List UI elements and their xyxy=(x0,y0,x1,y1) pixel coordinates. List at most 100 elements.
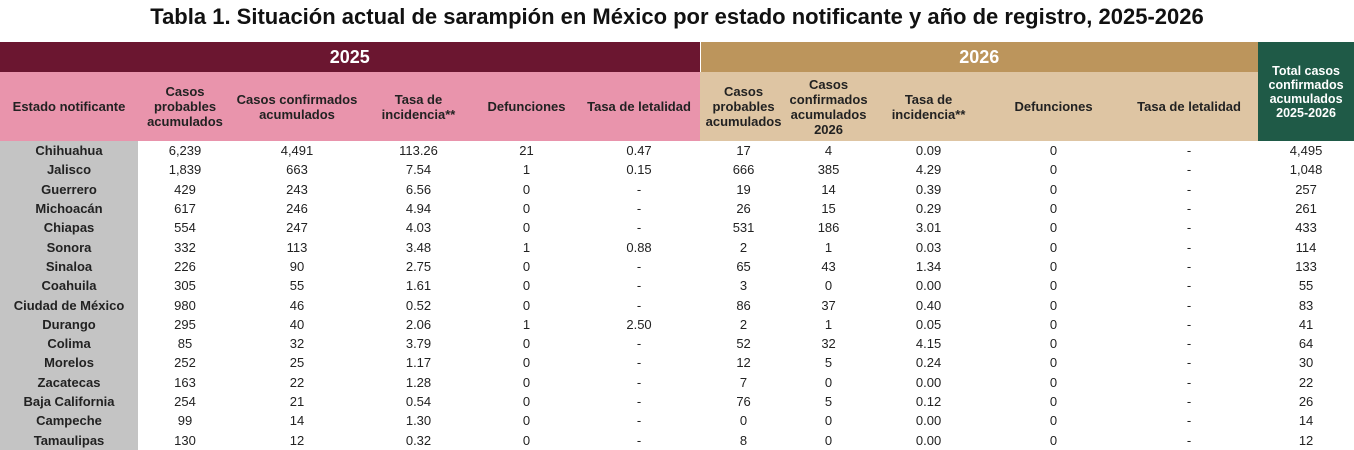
col-header-2025-letalidad: Tasa de letalidad xyxy=(578,72,701,141)
table-cell: - xyxy=(1186,201,1192,217)
table-cell: 4 xyxy=(824,143,833,159)
table-cell: 0.00 xyxy=(915,374,942,390)
table-cell: 0 xyxy=(1049,374,1058,390)
table-cell: - xyxy=(1186,413,1192,429)
table-cell: - xyxy=(1186,355,1192,371)
table-row: Campeche 99 14 1.30 0 - 0 0 0.00 0 - 14 xyxy=(0,411,1354,431)
table-cell: - xyxy=(1186,297,1192,313)
table-title: Tabla 1. Situación actual de sarampión e… xyxy=(150,4,1204,29)
table-row: Chihuahua 6,239 4,491 113.26 21 0.47 17 4 0.09 0 -… xyxy=(0,141,1354,161)
table-cell: - xyxy=(636,297,642,313)
table-cell: 113.26 xyxy=(399,143,438,159)
table-cell: 1 xyxy=(522,162,531,178)
table-cell: 0 xyxy=(522,394,531,409)
table-cell: 6,239 xyxy=(168,143,202,159)
table-cell: 0 xyxy=(1049,336,1058,352)
table-cell: 0.40 xyxy=(915,297,942,313)
table-cell: 4.94 xyxy=(405,201,432,217)
table-cell: 1.28 xyxy=(405,374,432,390)
table-cell: 2.06 xyxy=(405,316,432,332)
table-cell: - xyxy=(636,220,642,236)
table-cell: 3.01 xyxy=(915,220,942,236)
table-cell: 4,495 xyxy=(1289,143,1323,159)
table-cell: 980 xyxy=(174,297,196,313)
table-cell: 0 xyxy=(522,336,531,352)
table-cell: 6.56 xyxy=(405,181,432,197)
table-cell: - xyxy=(1186,258,1192,274)
table-cell: 12 xyxy=(289,432,305,448)
table-cell: 3.79 xyxy=(405,336,432,352)
table-cell: 55 xyxy=(1298,278,1314,294)
table-cell: 17 xyxy=(736,143,751,159)
table-cell: 0 xyxy=(522,278,531,294)
table-cell: 0.00 xyxy=(915,278,942,294)
table-cell: 0 xyxy=(1049,239,1058,255)
table-cell: 12 xyxy=(736,355,751,371)
table-cell: 0 xyxy=(522,220,531,236)
table-cell: - xyxy=(636,355,642,371)
table-cell: 0.03 xyxy=(915,239,942,255)
table-cell: - xyxy=(636,258,642,274)
table-cell: 4.15 xyxy=(915,336,942,352)
table-cell: 0 xyxy=(1049,143,1058,159)
year-header-2026: 2026 xyxy=(699,42,1259,72)
table-row: Sinaloa 226 90 2.75 0 - 65 43 1.34 0 - 133 xyxy=(0,256,1354,277)
table-cell: 133 xyxy=(1295,258,1317,274)
table-cell: 0 xyxy=(1049,432,1058,448)
table-cell: 114 xyxy=(1295,239,1317,255)
table-cell: 0 xyxy=(522,297,531,313)
table-row: Durango 295 40 2.06 1 2.50 2 1 0.05 0 - 41 xyxy=(0,314,1354,334)
table-cell: 26 xyxy=(736,201,751,217)
table-cell: 1 xyxy=(522,239,531,255)
table-cell: 76 xyxy=(736,394,751,409)
table-cell: 1.30 xyxy=(405,413,432,429)
table-cell: 0 xyxy=(824,278,833,294)
table-cell: 257 xyxy=(1295,181,1317,197)
table-cell: 0.32 xyxy=(405,432,432,448)
table-cell: 130 xyxy=(174,432,196,448)
table-cell: - xyxy=(636,181,642,197)
table-cell: 3.48 xyxy=(405,239,432,255)
table-cell: - xyxy=(1186,162,1192,178)
table-cell: 19 xyxy=(736,181,751,197)
table-cell: 246 xyxy=(286,201,308,217)
table-cell: 243 xyxy=(286,181,308,197)
table-cell: - xyxy=(1186,278,1192,294)
table-cell: 0 xyxy=(1049,201,1058,217)
table-cell: 0 xyxy=(522,355,531,371)
table-cell: 1 xyxy=(522,316,531,332)
table-cell: 64 xyxy=(1298,336,1314,352)
state-name-cell: Colima xyxy=(0,333,138,354)
table-cell: 1 xyxy=(824,239,833,255)
table-cell: 37 xyxy=(821,297,836,313)
table-row: Zacatecas 163 22 1.28 0 - 7 0 0.00 0 - 22 xyxy=(0,372,1354,392)
table-cell: 32 xyxy=(821,336,836,352)
table-cell: 2 xyxy=(739,316,748,332)
table-cell: 5 xyxy=(824,355,833,371)
table-cell: 83 xyxy=(1298,297,1314,313)
table-cell: 1,839 xyxy=(168,162,202,178)
total-header: Total casos confirmados acumulados 2025-… xyxy=(1258,42,1354,141)
table-row: Michoacán 617 246 4.94 0 - 26 15 0.29 0 - 261 xyxy=(0,198,1354,219)
table-cell: 4,491 xyxy=(280,143,314,159)
table-cell: 0 xyxy=(824,374,833,390)
table-cell: - xyxy=(636,432,642,448)
table-cell: - xyxy=(636,394,642,409)
state-name-cell: Ciudad de México xyxy=(0,295,138,315)
table-row: Guerrero 429 243 6.56 0 - 19 14 0.39 0 - 257 xyxy=(0,179,1354,199)
col-header-2026-probables: Casos probables acumulados xyxy=(700,72,788,141)
table-row: Baja California 254 21 0.54 0 - 76 5 0.12 0 - 26 xyxy=(0,391,1354,412)
table-cell: 0.88 xyxy=(626,239,652,255)
table-cell: 433 xyxy=(1295,220,1317,236)
table-cell: 0 xyxy=(824,432,833,448)
table-cell: 0 xyxy=(1049,162,1058,178)
table-cell: 261 xyxy=(1295,201,1317,217)
table-cell: - xyxy=(1186,394,1192,409)
table-row: Tamaulipas 130 12 0.32 0 - 8 0 0.00 0 - 12 xyxy=(0,430,1354,450)
table-cell: 43 xyxy=(821,258,836,274)
table-cell: 0.47 xyxy=(626,143,652,159)
table-cell: 617 xyxy=(174,201,196,217)
table-cell: - xyxy=(1186,143,1192,159)
table-cell: 7 xyxy=(739,374,748,390)
state-name-cell: Zacatecas xyxy=(0,372,138,392)
